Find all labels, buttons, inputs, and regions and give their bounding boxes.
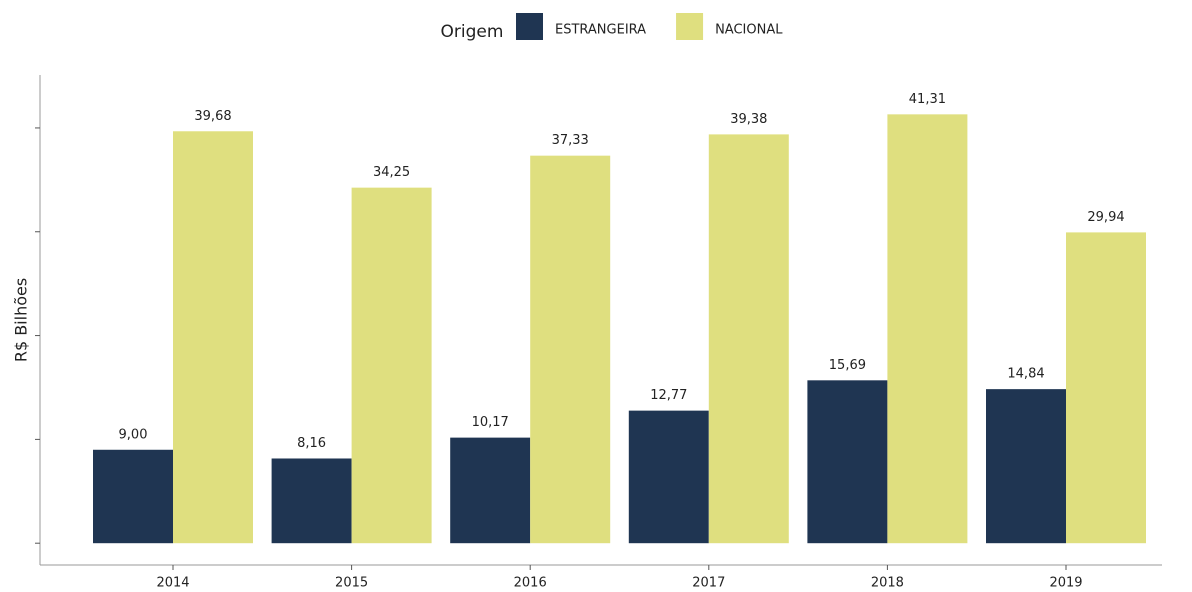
bar	[628, 410, 709, 544]
y-axis-label: R$ Bilhões	[12, 278, 31, 362]
bar	[93, 449, 173, 544]
value-label: 41,31	[909, 92, 946, 107]
x-tick-label: 2018	[871, 576, 904, 591]
legend-swatch	[516, 13, 543, 40]
x-tick-label: 2019	[1049, 576, 1082, 591]
value-label: 14,84	[1007, 367, 1044, 382]
x-tick-label: 2015	[335, 576, 368, 591]
bar	[1066, 232, 1146, 544]
bar	[351, 187, 432, 544]
value-label: 29,94	[1087, 210, 1124, 225]
value-label: 10,17	[472, 415, 509, 430]
bar	[271, 458, 352, 544]
bar	[986, 389, 1066, 544]
legend-label: ESTRANGEIRA	[555, 23, 646, 38]
legend-swatch	[676, 13, 704, 40]
bar	[887, 114, 968, 544]
legend-title: Origem	[441, 22, 504, 42]
bar	[807, 380, 888, 544]
bar	[530, 155, 611, 544]
value-label: 37,33	[552, 133, 589, 148]
value-label: 39,38	[730, 112, 767, 127]
value-label: 34,25	[373, 165, 410, 180]
bar	[450, 437, 531, 544]
value-label: 15,69	[829, 358, 866, 373]
bar	[708, 134, 789, 544]
value-label: 12,77	[650, 388, 687, 403]
value-label: 9,00	[119, 427, 148, 442]
value-label: 8,16	[297, 436, 326, 451]
bar	[173, 131, 253, 544]
legend-label: NACIONAL	[715, 23, 783, 38]
x-tick-label: 2017	[692, 576, 725, 591]
x-tick-label: 2014	[156, 576, 189, 591]
x-tick-label: 2016	[514, 576, 547, 591]
value-label: 39,68	[194, 109, 231, 124]
